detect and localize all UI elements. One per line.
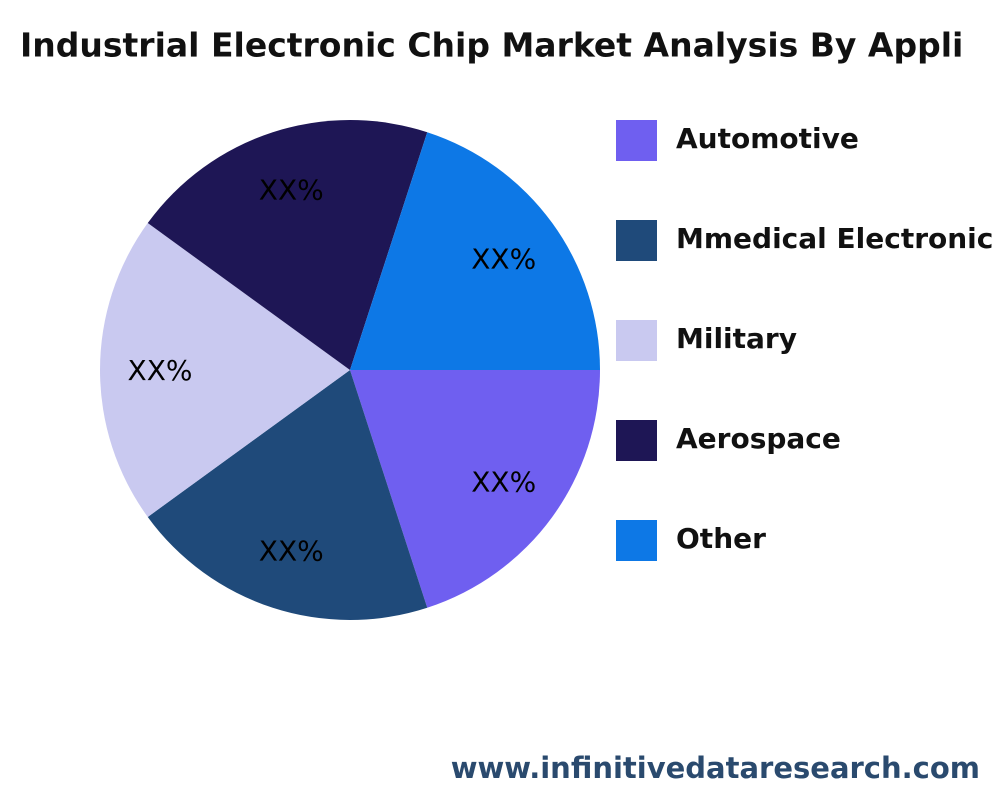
- data-label: XX%: [259, 173, 324, 206]
- legend-label: Other: [676, 522, 766, 555]
- chart-title: Industrial Electronic Chip Market Analys…: [20, 26, 963, 65]
- pie-slice: [100, 223, 350, 517]
- legend-label: Military: [676, 322, 797, 355]
- legend-label: Automotive: [676, 122, 859, 155]
- pie-slice: [350, 132, 600, 370]
- pie-slice: [350, 370, 600, 608]
- pie-slice: [147, 120, 428, 370]
- legend-label: Mmedical Electronic: [676, 222, 993, 255]
- footer: www.infinitivedataresearch.com: [451, 751, 980, 785]
- legend-label: Aerospace: [676, 422, 841, 455]
- legend-swatch: [616, 420, 657, 461]
- pie-slice: [147, 370, 428, 620]
- data-label: XX%: [128, 354, 193, 387]
- data-label: XX%: [471, 242, 536, 275]
- data-label: XX%: [471, 466, 536, 499]
- legend-swatch: [616, 320, 657, 361]
- legend-swatch: [616, 220, 657, 261]
- legend-swatch: [616, 520, 657, 561]
- data-label: XX%: [259, 535, 324, 568]
- legend-swatch: [616, 120, 657, 161]
